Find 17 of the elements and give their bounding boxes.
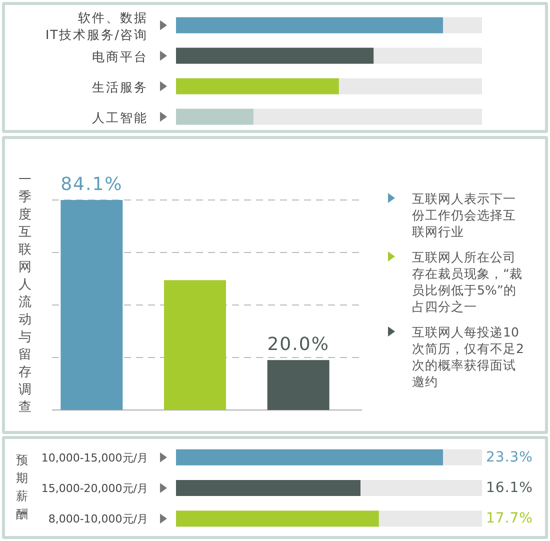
- text: 互联网人所在公司存在裁员现象，“裁员比例低于5%”的占四分之一: [412, 249, 522, 314]
- data-label: 16.1%: [486, 480, 533, 496]
- y-tick-label: 8,000-10,000元/月: [48, 512, 148, 526]
- y-tick-label: 15,000-20,000元/月: [41, 482, 148, 494]
- data-label: 23.3%: [486, 449, 533, 466]
- text: 互联网人每投递10次简历，仅有不足2次的概率获得面试邀约: [412, 324, 524, 388]
- data-label: 20.0%: [267, 334, 330, 355]
- y-axis-title: 预期薪酬: [16, 453, 28, 521]
- y-tick-label: 软件、数据 IT技术服务/咨询: [45, 9, 148, 42]
- data-label: 84.1%: [60, 174, 123, 194]
- text: 互联网人表示下一份工作仍会选择互联网行业: [412, 190, 516, 238]
- y-tick-label: 电商平台: [92, 48, 148, 64]
- data-label: 17.7%: [486, 510, 533, 527]
- y-tick-label: 人工智能: [92, 109, 148, 124]
- y-tick-label: 生活服务: [92, 78, 148, 94]
- text: 一季度互联网人流动与留存调查: [18, 172, 32, 414]
- y-tick-label: 10,000-15,000元/月: [41, 450, 148, 464]
